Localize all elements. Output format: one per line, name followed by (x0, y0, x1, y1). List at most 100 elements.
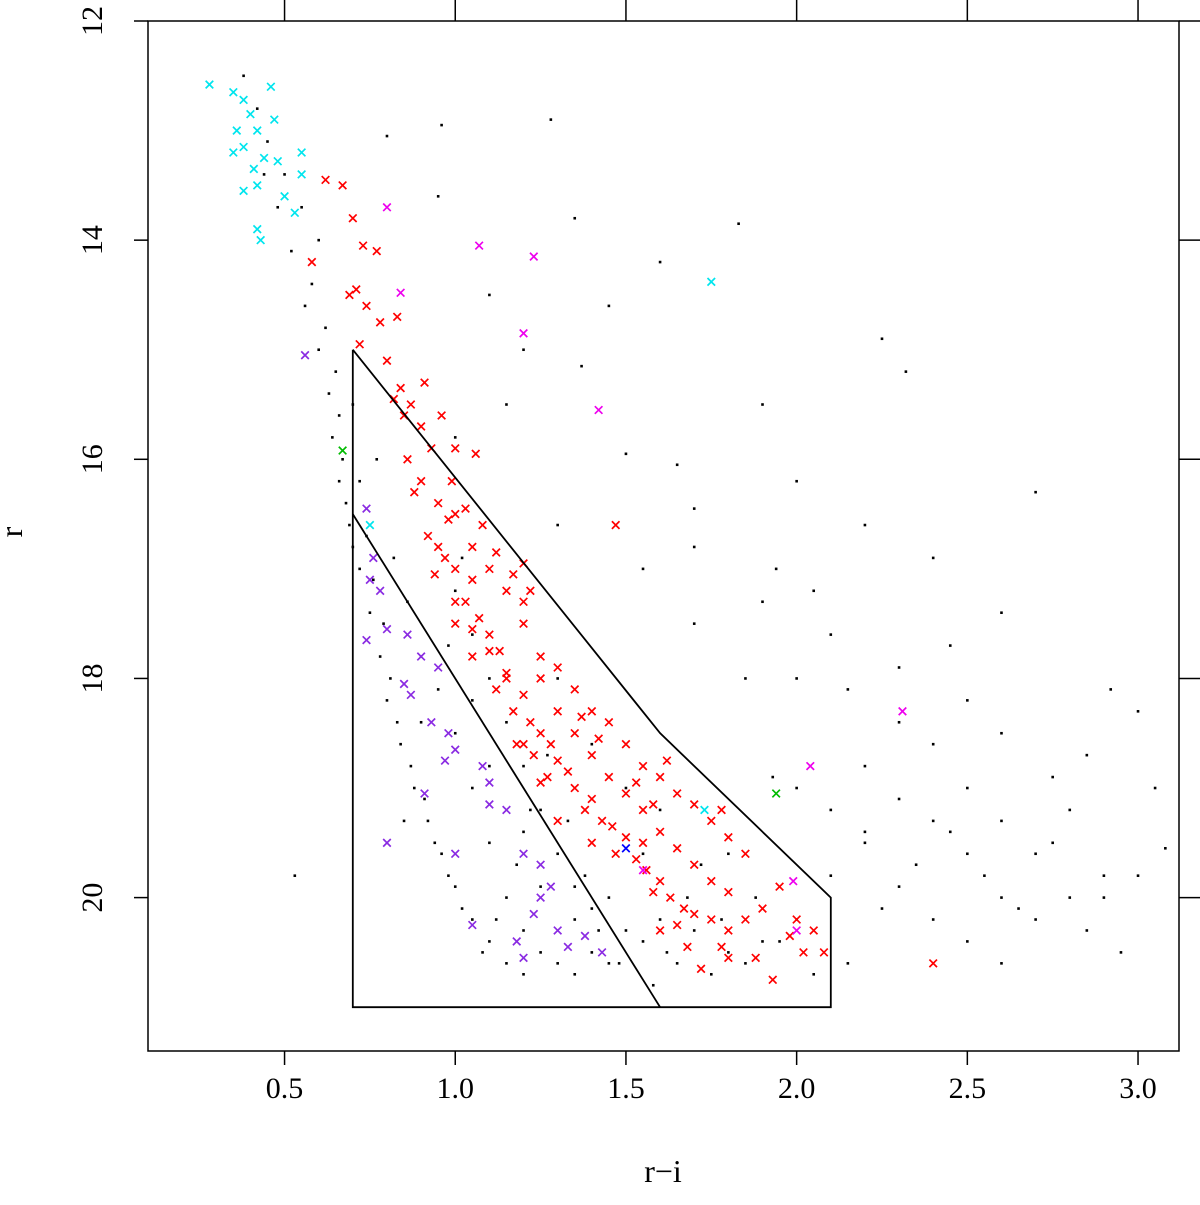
data-point (471, 918, 474, 921)
cross-marker (297, 148, 307, 157)
data-point (658, 260, 662, 264)
cross-marker (799, 947, 808, 957)
data-point (863, 841, 867, 845)
cross-marker (249, 164, 259, 174)
cross-marker (502, 586, 511, 596)
data-point (440, 852, 443, 856)
cross-marker (723, 887, 733, 897)
cross-marker (375, 586, 385, 596)
x-tick-label: 1.5 (607, 1072, 645, 1105)
cross-marker (553, 756, 563, 766)
cross-marker (536, 652, 546, 661)
cross-marker (792, 915, 802, 924)
cross-marker (392, 312, 402, 322)
cross-marker (348, 213, 358, 223)
cross-marker (672, 789, 682, 798)
cross-marker (246, 109, 255, 119)
data-point (761, 940, 764, 943)
cross-marker (604, 717, 614, 727)
data-point (846, 688, 850, 691)
cross-marker (580, 805, 590, 815)
cross-marker (484, 800, 494, 809)
data-point (368, 611, 372, 615)
cross-marker (655, 827, 665, 837)
data-point (341, 457, 344, 461)
data-point (931, 819, 935, 823)
cross-marker (450, 597, 460, 607)
cross-marker (420, 378, 429, 387)
data-point (778, 940, 781, 943)
data-point (549, 118, 553, 121)
cross-marker (437, 411, 446, 420)
cross-marker (252, 224, 262, 234)
cross-marker (416, 422, 426, 431)
data-point (556, 852, 559, 856)
data-point (597, 929, 600, 932)
data-point (580, 364, 583, 368)
cross-marker (580, 931, 590, 941)
data-point (539, 885, 542, 888)
data-point (505, 403, 508, 406)
data-point (488, 764, 491, 768)
cross-marker (372, 246, 382, 256)
data-point (1000, 819, 1003, 823)
cross-marker (570, 728, 580, 738)
cross-marker (444, 515, 453, 524)
cross-marker (706, 277, 716, 287)
data-point (290, 249, 293, 253)
cross-marker (450, 443, 460, 453)
data-point (709, 972, 713, 976)
data-point (966, 786, 969, 790)
data-point (317, 348, 320, 352)
data-point (436, 195, 440, 198)
cross-marker (775, 882, 784, 892)
cross-marker (467, 624, 477, 634)
cross-marker (611, 849, 621, 859)
cross-marker (587, 706, 597, 716)
data-point (1000, 731, 1003, 735)
data-point (522, 348, 525, 352)
data-point (453, 731, 457, 735)
cross-marker (706, 915, 716, 924)
cross-marker (536, 778, 546, 787)
cross-marker (508, 706, 518, 716)
cross-marker (450, 619, 460, 629)
data-point (471, 633, 474, 636)
data-point (529, 808, 532, 812)
data-point (447, 874, 450, 877)
cross-marker (362, 504, 371, 514)
cross-marker (741, 915, 750, 924)
data-point (283, 173, 286, 176)
data-point (897, 885, 901, 888)
cross-marker (696, 964, 706, 974)
cross-marker (321, 175, 330, 185)
cross-marker (484, 564, 494, 574)
data-point (761, 403, 764, 406)
cross-marker (420, 789, 429, 798)
cross-marker (519, 739, 528, 749)
data-point (590, 907, 594, 910)
cross-marker (607, 821, 617, 831)
data-point (436, 688, 440, 691)
data-point (1109, 688, 1113, 691)
data-point (573, 885, 577, 888)
data-point (744, 677, 747, 680)
data-point (795, 786, 798, 790)
cross-marker (723, 832, 733, 842)
x-tick-label: 0.5 (266, 1072, 304, 1105)
cross-marker (717, 942, 726, 952)
data-point (966, 699, 969, 702)
cross-marker (672, 843, 682, 853)
cross-marker (409, 487, 419, 497)
cross-marker (672, 920, 682, 930)
data-point (1034, 852, 1037, 856)
data-point (300, 205, 303, 209)
data-point (331, 436, 334, 439)
data-point (488, 940, 491, 943)
cross-marker (382, 202, 392, 212)
cross-marker (689, 860, 699, 870)
data-point (675, 463, 679, 467)
cross-marker (444, 728, 453, 738)
cross-marker (587, 794, 597, 804)
data-point (897, 666, 901, 669)
